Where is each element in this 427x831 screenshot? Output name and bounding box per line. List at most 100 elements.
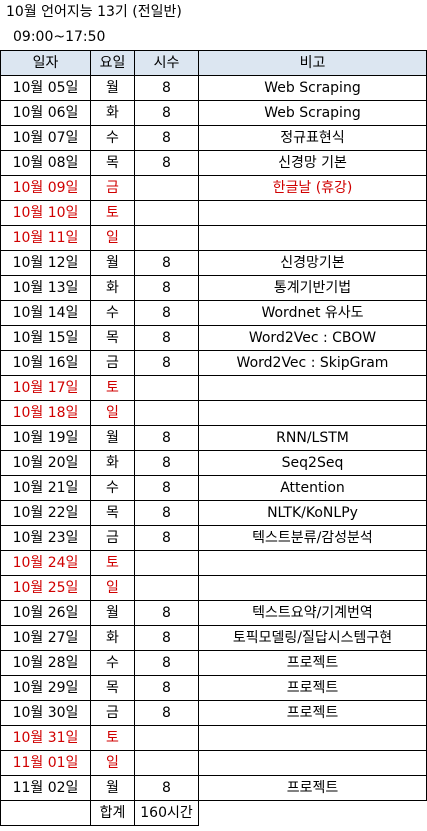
date-cell[interactable]: 10월 13일 [0,275,91,301]
date-cell[interactable]: 10월 06일 [0,100,91,126]
date-cell[interactable]: 10월 10일 [0,200,91,226]
hours-cell[interactable]: 8 [134,250,199,276]
total-label[interactable]: 합계 [90,800,135,826]
date-cell[interactable]: 10월 09일 [0,175,91,201]
note-cell[interactable]: 토픽모델링/질답시스템구현 [198,625,427,651]
hours-cell[interactable]: 8 [134,425,199,451]
date-cell[interactable]: 10월 17일 [0,375,91,401]
note-cell[interactable]: 신경망 기본 [198,150,427,176]
note-cell[interactable]: 텍스트요약/기계번역 [198,600,427,626]
date-cell[interactable]: 10월 21일 [0,475,91,501]
note-cell[interactable]: RNN/LSTM [198,425,427,451]
hours-cell[interactable] [134,400,199,426]
note-cell[interactable]: 텍스트분류/감성분석 [198,525,427,551]
note-cell[interactable] [198,375,427,401]
hours-cell[interactable]: 8 [134,650,199,676]
hours-cell[interactable]: 8 [134,275,199,301]
day-cell[interactable]: 일 [90,400,135,426]
hours-cell[interactable]: 8 [134,450,199,476]
day-cell[interactable]: 월 [90,425,135,451]
note-cell[interactable]: Web Scraping [198,75,427,101]
note-cell[interactable] [198,550,427,576]
date-cell[interactable]: 10월 27일 [0,625,91,651]
hours-cell[interactable] [134,750,199,776]
date-cell[interactable]: 10월 22일 [0,500,91,526]
hours-cell[interactable]: 8 [134,125,199,151]
day-cell[interactable]: 일 [90,575,135,601]
note-cell[interactable]: 프로젝트 [198,775,427,801]
note-cell[interactable]: Word2Vec : CBOW [198,325,427,351]
day-cell[interactable]: 금 [90,700,135,726]
day-cell[interactable]: 목 [90,500,135,526]
note-cell[interactable]: Web Scraping [198,100,427,126]
date-cell[interactable]: 10월 14일 [0,300,91,326]
day-cell[interactable]: 금 [90,175,135,201]
date-cell[interactable]: 10월 29일 [0,675,91,701]
hours-cell[interactable]: 8 [134,475,199,501]
hours-cell[interactable] [134,575,199,601]
note-cell[interactable]: Seq2Seq [198,450,427,476]
hours-cell[interactable] [134,725,199,751]
note-cell[interactable] [198,200,427,226]
day-cell[interactable]: 금 [90,350,135,376]
date-cell[interactable]: 10월 28일 [0,650,91,676]
note-cell[interactable]: NLTK/KoNLPy [198,500,427,526]
date-cell[interactable]: 10월 07일 [0,125,91,151]
day-cell[interactable]: 월 [90,775,135,801]
hours-cell[interactable]: 8 [134,525,199,551]
date-cell[interactable]: 10월 19일 [0,425,91,451]
hours-cell[interactable]: 8 [134,300,199,326]
day-cell[interactable]: 토 [90,375,135,401]
day-cell[interactable]: 수 [90,475,135,501]
note-cell[interactable]: 정규표현식 [198,125,427,151]
day-cell[interactable]: 화 [90,625,135,651]
hours-cell[interactable]: 8 [134,500,199,526]
date-cell[interactable]: 10월 15일 [0,325,91,351]
note-cell[interactable]: 신경망기본 [198,250,427,276]
hours-cell[interactable]: 8 [134,325,199,351]
note-cell[interactable]: Word2Vec : SkipGram [198,350,427,376]
day-cell[interactable]: 토 [90,725,135,751]
hours-cell[interactable]: 8 [134,75,199,101]
hours-cell[interactable]: 8 [134,350,199,376]
class-time[interactable]: 09:00~17:50 [13,29,106,45]
note-cell[interactable] [198,225,427,251]
note-cell[interactable] [198,400,427,426]
date-cell[interactable]: 10월 20일 [0,450,91,476]
header-date[interactable]: 일자 [0,50,91,76]
hours-cell[interactable]: 8 [134,150,199,176]
day-cell[interactable]: 수 [90,125,135,151]
day-cell[interactable]: 화 [90,450,135,476]
hours-cell[interactable]: 8 [134,100,199,126]
hours-cell[interactable]: 8 [134,675,199,701]
date-cell[interactable]: 10월 31일 [0,725,91,751]
hours-cell[interactable] [134,375,199,401]
date-cell[interactable]: 10월 16일 [0,350,91,376]
date-cell[interactable]: 10월 30일 [0,700,91,726]
day-cell[interactable]: 목 [90,150,135,176]
date-cell[interactable]: 10월 23일 [0,525,91,551]
hours-cell[interactable] [134,225,199,251]
note-cell[interactable] [198,575,427,601]
date-cell[interactable]: 10월 08일 [0,150,91,176]
note-cell[interactable]: 한글날 (휴강) [198,175,427,201]
day-cell[interactable]: 일 [90,225,135,251]
hours-cell[interactable]: 8 [134,775,199,801]
day-cell[interactable]: 수 [90,650,135,676]
header-hours[interactable]: 시수 [134,50,199,76]
total-empty-cell[interactable] [0,800,91,826]
day-cell[interactable]: 토 [90,200,135,226]
hours-cell[interactable] [134,200,199,226]
hours-cell[interactable]: 8 [134,700,199,726]
note-cell[interactable]: 프로젝트 [198,650,427,676]
hours-cell[interactable] [134,175,199,201]
note-cell[interactable] [198,750,427,776]
day-cell[interactable]: 금 [90,525,135,551]
day-cell[interactable]: 화 [90,275,135,301]
note-cell[interactable]: 통계기반기법 [198,275,427,301]
day-cell[interactable]: 월 [90,250,135,276]
day-cell[interactable]: 월 [90,600,135,626]
day-cell[interactable]: 토 [90,550,135,576]
date-cell[interactable]: 11월 02일 [0,775,91,801]
day-cell[interactable]: 목 [90,325,135,351]
